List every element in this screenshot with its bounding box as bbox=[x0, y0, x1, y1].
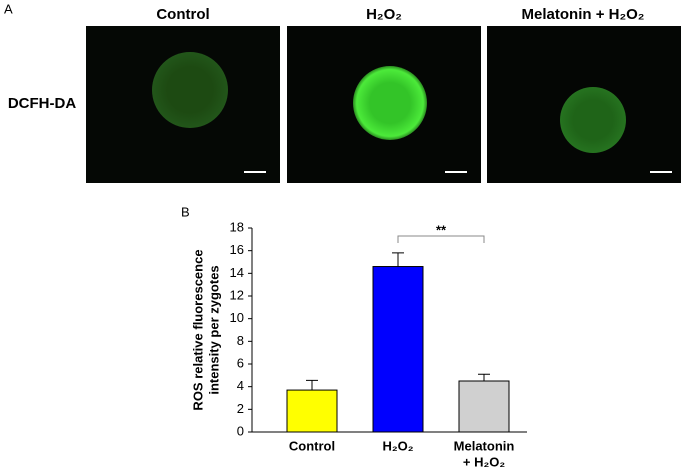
panel-label: A bbox=[4, 1, 13, 16]
y-tick-label: 6 bbox=[237, 355, 244, 370]
bar bbox=[286, 389, 338, 433]
y-tick-label: 12 bbox=[230, 287, 244, 302]
x-tick-label: Control bbox=[289, 438, 335, 453]
y-tick-label: 4 bbox=[237, 378, 244, 393]
y-tick-label: 8 bbox=[237, 333, 244, 348]
y-axis-title: ROS relative fluorescence intensity per … bbox=[190, 249, 221, 410]
y-tick-label: 16 bbox=[230, 242, 244, 257]
y-tick-label: 2 bbox=[237, 401, 244, 416]
x-tick-label: Melatonin bbox=[454, 438, 515, 453]
micrograph bbox=[287, 26, 481, 183]
column-header: Melatonin + H₂O₂ bbox=[522, 6, 645, 23]
y-tick-label: 18 bbox=[230, 219, 244, 234]
column-header: H₂O₂ bbox=[366, 6, 402, 23]
y-axis-title-line: intensity per zygotes bbox=[206, 265, 221, 394]
bar bbox=[458, 380, 510, 433]
x-tick-label: + H₂O₂ bbox=[463, 454, 505, 469]
significance-label: ** bbox=[436, 222, 447, 237]
y-axis-title-line: ROS relative fluorescence bbox=[190, 249, 205, 410]
error-bar bbox=[478, 373, 490, 381]
error-bar bbox=[306, 379, 318, 391]
row-label: DCFH-DA bbox=[8, 95, 76, 112]
y-tick-label: 0 bbox=[237, 423, 244, 438]
error-bar bbox=[392, 252, 404, 267]
y-tick-label: 14 bbox=[230, 265, 244, 280]
bar bbox=[372, 266, 424, 433]
column-header: Control bbox=[156, 6, 209, 23]
panel-label: B bbox=[181, 204, 190, 219]
significance-bracket bbox=[397, 235, 485, 243]
x-tick-label: H₂O₂ bbox=[382, 438, 413, 453]
micrograph bbox=[487, 26, 681, 183]
y-tick-label: 10 bbox=[230, 310, 244, 325]
micrograph bbox=[86, 26, 280, 183]
